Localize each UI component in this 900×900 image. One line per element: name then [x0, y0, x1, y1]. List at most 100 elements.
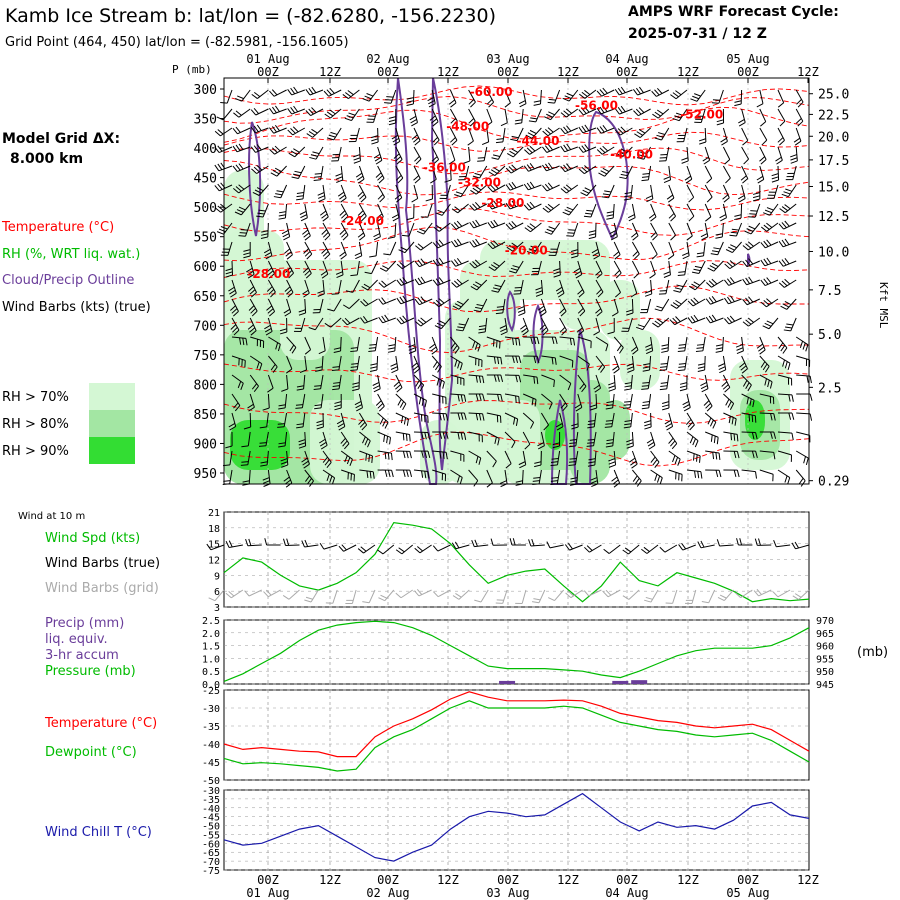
wind-barb-flag — [600, 170, 608, 175]
wind-barb-flag — [578, 109, 584, 116]
wind-barb-flag — [373, 385, 380, 390]
wind-barb-flag — [734, 103, 742, 107]
wind-barb — [450, 393, 465, 396]
wind-barb — [704, 127, 707, 143]
wind-barb — [368, 89, 379, 102]
wind-barb-flag — [730, 244, 737, 249]
top-tick-label: 00Z — [737, 65, 759, 79]
wind-speed-line — [223, 521, 810, 603]
wind-barb-flag — [269, 149, 275, 155]
wind-barb-flag — [552, 442, 560, 446]
wind-barb-10m-grid-flag — [719, 594, 727, 599]
wind-barb — [692, 298, 706, 307]
wind-barb-10m-flag — [301, 540, 305, 548]
wind-barb-flag — [777, 137, 784, 143]
wind-barb-flag — [652, 113, 659, 119]
wind-barb — [266, 412, 269, 427]
wind-barb — [643, 146, 652, 160]
wind-barb-flag — [275, 193, 283, 196]
wind-barb-flag — [220, 203, 227, 209]
wind-barb-flag — [383, 253, 391, 256]
wind-barb-flag — [354, 400, 362, 406]
wind-barb-flag — [411, 134, 418, 140]
wind-barb-flag — [414, 260, 420, 268]
wind-barb-flag — [477, 160, 485, 162]
wind-barb-flag — [331, 369, 339, 371]
pressure-tick-label: 600 — [194, 260, 217, 275]
wind-barb — [710, 317, 724, 324]
wind-barb-flag — [264, 252, 272, 257]
wind-barb — [647, 165, 652, 180]
wind-barb — [301, 393, 306, 408]
wind-barb-flag — [456, 257, 462, 265]
wind-barb-flag — [651, 253, 658, 260]
wind-barb-flag — [764, 209, 772, 214]
wind-barb-flag — [702, 156, 709, 162]
wind-barb — [502, 127, 506, 142]
wind-barb-flag — [581, 386, 587, 393]
wind-barb — [657, 317, 670, 328]
wind-barb-flag — [586, 445, 594, 447]
wind-barb-flag — [402, 433, 405, 441]
wind-barb — [304, 450, 310, 465]
wind-barb — [577, 374, 587, 387]
wind-barb-flag — [364, 95, 372, 100]
wind-barb-flag — [660, 382, 668, 384]
wind-barb-flag — [362, 299, 369, 305]
wind-barb — [777, 374, 792, 379]
wind-barb — [431, 374, 445, 383]
wind-barb-flag — [435, 224, 443, 230]
temperature-contour — [223, 317, 809, 354]
wind-barb-flag — [683, 404, 690, 409]
wind-barb — [473, 222, 487, 229]
wind-barb-10m-grid-flag — [282, 595, 290, 600]
wind-barb-flag — [685, 419, 692, 425]
wind-barb — [698, 260, 706, 274]
wind-barb-10m — [363, 544, 376, 554]
wind-barb-flag — [723, 197, 730, 203]
temperature-contour-label: -60.00 — [470, 85, 513, 99]
wind-barb-10m-flag — [264, 538, 268, 546]
wind-barb-flag — [742, 298, 748, 306]
wind-barb-flag — [769, 381, 773, 389]
wind-barb-flag — [645, 344, 652, 348]
wind-barb — [502, 298, 506, 313]
wind-barb — [768, 317, 779, 330]
wind-barb — [679, 279, 688, 293]
wind-barb — [583, 108, 597, 116]
wind-barb-flag — [419, 384, 425, 392]
wind-barb-flag — [457, 394, 460, 402]
wind-barb-flag — [288, 272, 294, 279]
precip-label-2: liq. equiv. — [45, 632, 108, 647]
wind-barb-flag — [468, 118, 475, 124]
wind-barb-flag — [787, 363, 791, 371]
wind-barb-flag — [250, 292, 257, 298]
wind-barb — [231, 412, 237, 427]
wind-barb — [473, 241, 487, 248]
wind-barb-flag — [375, 159, 383, 165]
wind-barb — [575, 431, 579, 446]
wind-barb — [777, 355, 791, 364]
wind-barb — [319, 298, 324, 313]
temperature-contour-label: -28.00 — [247, 267, 290, 281]
wind-barb — [613, 374, 616, 389]
wind-barb-flag — [287, 292, 294, 298]
wind-barb — [486, 469, 493, 484]
wind-barb-flag — [411, 362, 418, 368]
wind-barb-flag — [719, 369, 726, 374]
wind-barb — [668, 222, 677, 236]
panel-tick-label: -65 — [202, 848, 220, 859]
wind-barb-flag — [387, 452, 390, 460]
pressure-tick-label: 300 — [194, 83, 217, 98]
wind-barb-flag — [236, 209, 244, 213]
wind-barb-flag — [406, 469, 409, 478]
wind-barb-flag — [606, 442, 614, 445]
wind-barb — [462, 317, 470, 332]
wind-barb — [795, 450, 809, 459]
wind-barb-flag — [675, 90, 682, 96]
wind-barb — [582, 127, 597, 134]
wind-barb-flag — [711, 278, 718, 285]
right-axis-title: Kft MSL — [877, 282, 890, 329]
temperature-contour-label: -32.00 — [458, 175, 501, 189]
wind-barb-10m-grid-flag — [432, 591, 439, 598]
